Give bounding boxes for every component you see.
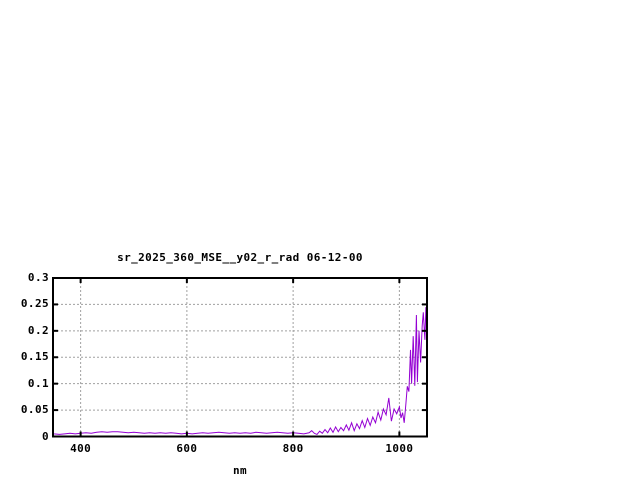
x-axis-label: nm [232, 464, 248, 477]
y-tick-label: 0.25 [20, 297, 49, 311]
x-tick-label: 400 [70, 442, 92, 455]
y-tick-label: 0.1 [27, 376, 49, 390]
x-tick-label: 1000 [385, 442, 414, 455]
y-tick-label: 0.05 [20, 403, 49, 417]
y-tick-label: 0.3 [27, 271, 49, 284]
x-tick-label: 600 [176, 442, 198, 455]
y-tick-label: 0.2 [27, 323, 49, 337]
data-line [54, 307, 427, 436]
y-tick-label: 0.15 [20, 350, 49, 364]
chart-title: sr_2025_360_MSE__y02_r_rad 06-12-00 [117, 251, 363, 264]
x-tick-label: 800 [282, 442, 304, 455]
y-tick-label: 0 [41, 429, 49, 443]
